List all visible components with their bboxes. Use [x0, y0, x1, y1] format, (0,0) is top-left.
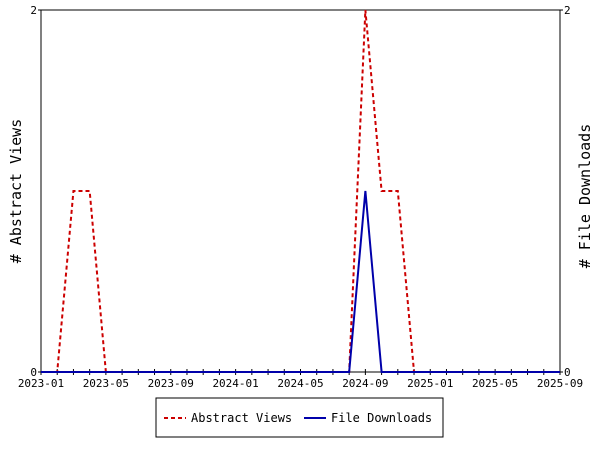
x-tick-label: 2023-09	[148, 377, 194, 390]
x-tick-label: 2025-05	[472, 377, 518, 390]
series-layer	[41, 9, 560, 373]
y-tick-label-right: 2	[564, 4, 571, 17]
x-tick-label: 2024-01	[212, 377, 258, 390]
y-tick-label-left: 0	[30, 366, 37, 379]
x-tick-label: 2025-01	[407, 377, 453, 390]
x-tick-label: 2023-01	[18, 377, 64, 390]
legend-label-abstract-views: Abstract Views	[191, 411, 292, 425]
y-tick-label-left: 2	[30, 4, 37, 17]
x-tick-label: 2025-09	[537, 377, 583, 390]
x-tick-label: 2024-09	[342, 377, 388, 390]
y-axis-left-title: # Abstract Views	[7, 119, 25, 264]
y-axis-right-title: # File Downloads	[576, 124, 594, 269]
y-tick-label-right: 0	[564, 366, 571, 379]
legend: Abstract Views File Downloads	[155, 397, 444, 438]
legend-label-file-downloads: File Downloads	[331, 411, 432, 425]
series-line-file-downloads	[41, 190, 560, 373]
x-axis: 2023-01 2023-05 2023-09 2024-01 2024-05 2024-…	[18, 369, 583, 390]
plot-area	[40, 9, 561, 373]
x-tick-label: 2024-05	[277, 377, 323, 390]
x-tick-label: 2023-05	[83, 377, 129, 390]
legend-box	[155, 397, 444, 438]
